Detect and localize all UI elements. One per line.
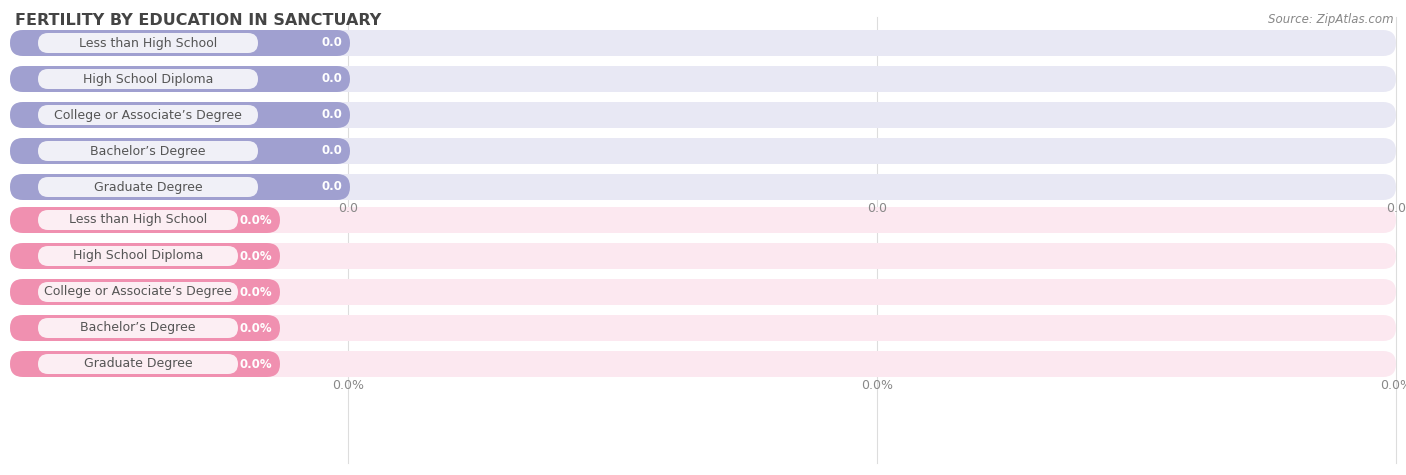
FancyBboxPatch shape [38, 33, 257, 53]
FancyBboxPatch shape [10, 30, 1396, 56]
Text: High School Diploma: High School Diploma [73, 249, 204, 263]
FancyBboxPatch shape [10, 102, 1396, 128]
Text: High School Diploma: High School Diploma [83, 73, 214, 86]
FancyBboxPatch shape [10, 279, 1396, 305]
Text: 0.0: 0.0 [321, 108, 342, 122]
Text: College or Associate’s Degree: College or Associate’s Degree [53, 108, 242, 122]
Text: 0.0: 0.0 [868, 202, 887, 215]
FancyBboxPatch shape [10, 279, 280, 305]
Text: FERTILITY BY EDUCATION IN SANCTUARY: FERTILITY BY EDUCATION IN SANCTUARY [15, 13, 381, 28]
Text: 0.0: 0.0 [321, 180, 342, 193]
FancyBboxPatch shape [10, 315, 1396, 341]
FancyBboxPatch shape [10, 174, 1396, 200]
Text: Bachelor’s Degree: Bachelor’s Degree [90, 144, 205, 158]
FancyBboxPatch shape [10, 243, 280, 269]
FancyBboxPatch shape [10, 66, 350, 92]
Text: 0.0%: 0.0% [332, 379, 364, 392]
Text: 0.0%: 0.0% [239, 322, 271, 334]
FancyBboxPatch shape [38, 318, 238, 338]
FancyBboxPatch shape [38, 210, 238, 230]
Text: 0.0: 0.0 [321, 73, 342, 86]
Text: Less than High School: Less than High School [79, 37, 217, 49]
Text: Graduate Degree: Graduate Degree [84, 358, 193, 370]
FancyBboxPatch shape [10, 351, 280, 377]
Text: 0.0: 0.0 [321, 37, 342, 49]
FancyBboxPatch shape [10, 315, 280, 341]
FancyBboxPatch shape [10, 351, 1396, 377]
Text: College or Associate’s Degree: College or Associate’s Degree [44, 285, 232, 298]
Text: 0.0: 0.0 [1386, 202, 1406, 215]
FancyBboxPatch shape [10, 102, 350, 128]
FancyBboxPatch shape [10, 207, 280, 233]
FancyBboxPatch shape [38, 105, 257, 125]
FancyBboxPatch shape [10, 138, 350, 164]
FancyBboxPatch shape [10, 66, 1396, 92]
Text: 0.0%: 0.0% [239, 213, 271, 227]
Text: Bachelor’s Degree: Bachelor’s Degree [80, 322, 195, 334]
Text: 0.0%: 0.0% [860, 379, 893, 392]
Text: Graduate Degree: Graduate Degree [94, 180, 202, 193]
FancyBboxPatch shape [10, 207, 1396, 233]
Text: 0.0%: 0.0% [1381, 379, 1406, 392]
FancyBboxPatch shape [38, 177, 257, 197]
Text: 0.0%: 0.0% [239, 358, 271, 370]
FancyBboxPatch shape [38, 354, 238, 374]
Text: 0.0: 0.0 [337, 202, 359, 215]
FancyBboxPatch shape [38, 246, 238, 266]
FancyBboxPatch shape [38, 141, 257, 161]
FancyBboxPatch shape [38, 69, 257, 89]
Text: 0.0: 0.0 [321, 144, 342, 158]
Text: Source: ZipAtlas.com: Source: ZipAtlas.com [1268, 13, 1393, 26]
FancyBboxPatch shape [10, 174, 350, 200]
FancyBboxPatch shape [10, 138, 1396, 164]
Text: 0.0%: 0.0% [239, 285, 271, 298]
FancyBboxPatch shape [38, 282, 238, 302]
FancyBboxPatch shape [10, 243, 1396, 269]
Text: 0.0%: 0.0% [239, 249, 271, 263]
Text: Less than High School: Less than High School [69, 213, 207, 227]
FancyBboxPatch shape [10, 30, 350, 56]
